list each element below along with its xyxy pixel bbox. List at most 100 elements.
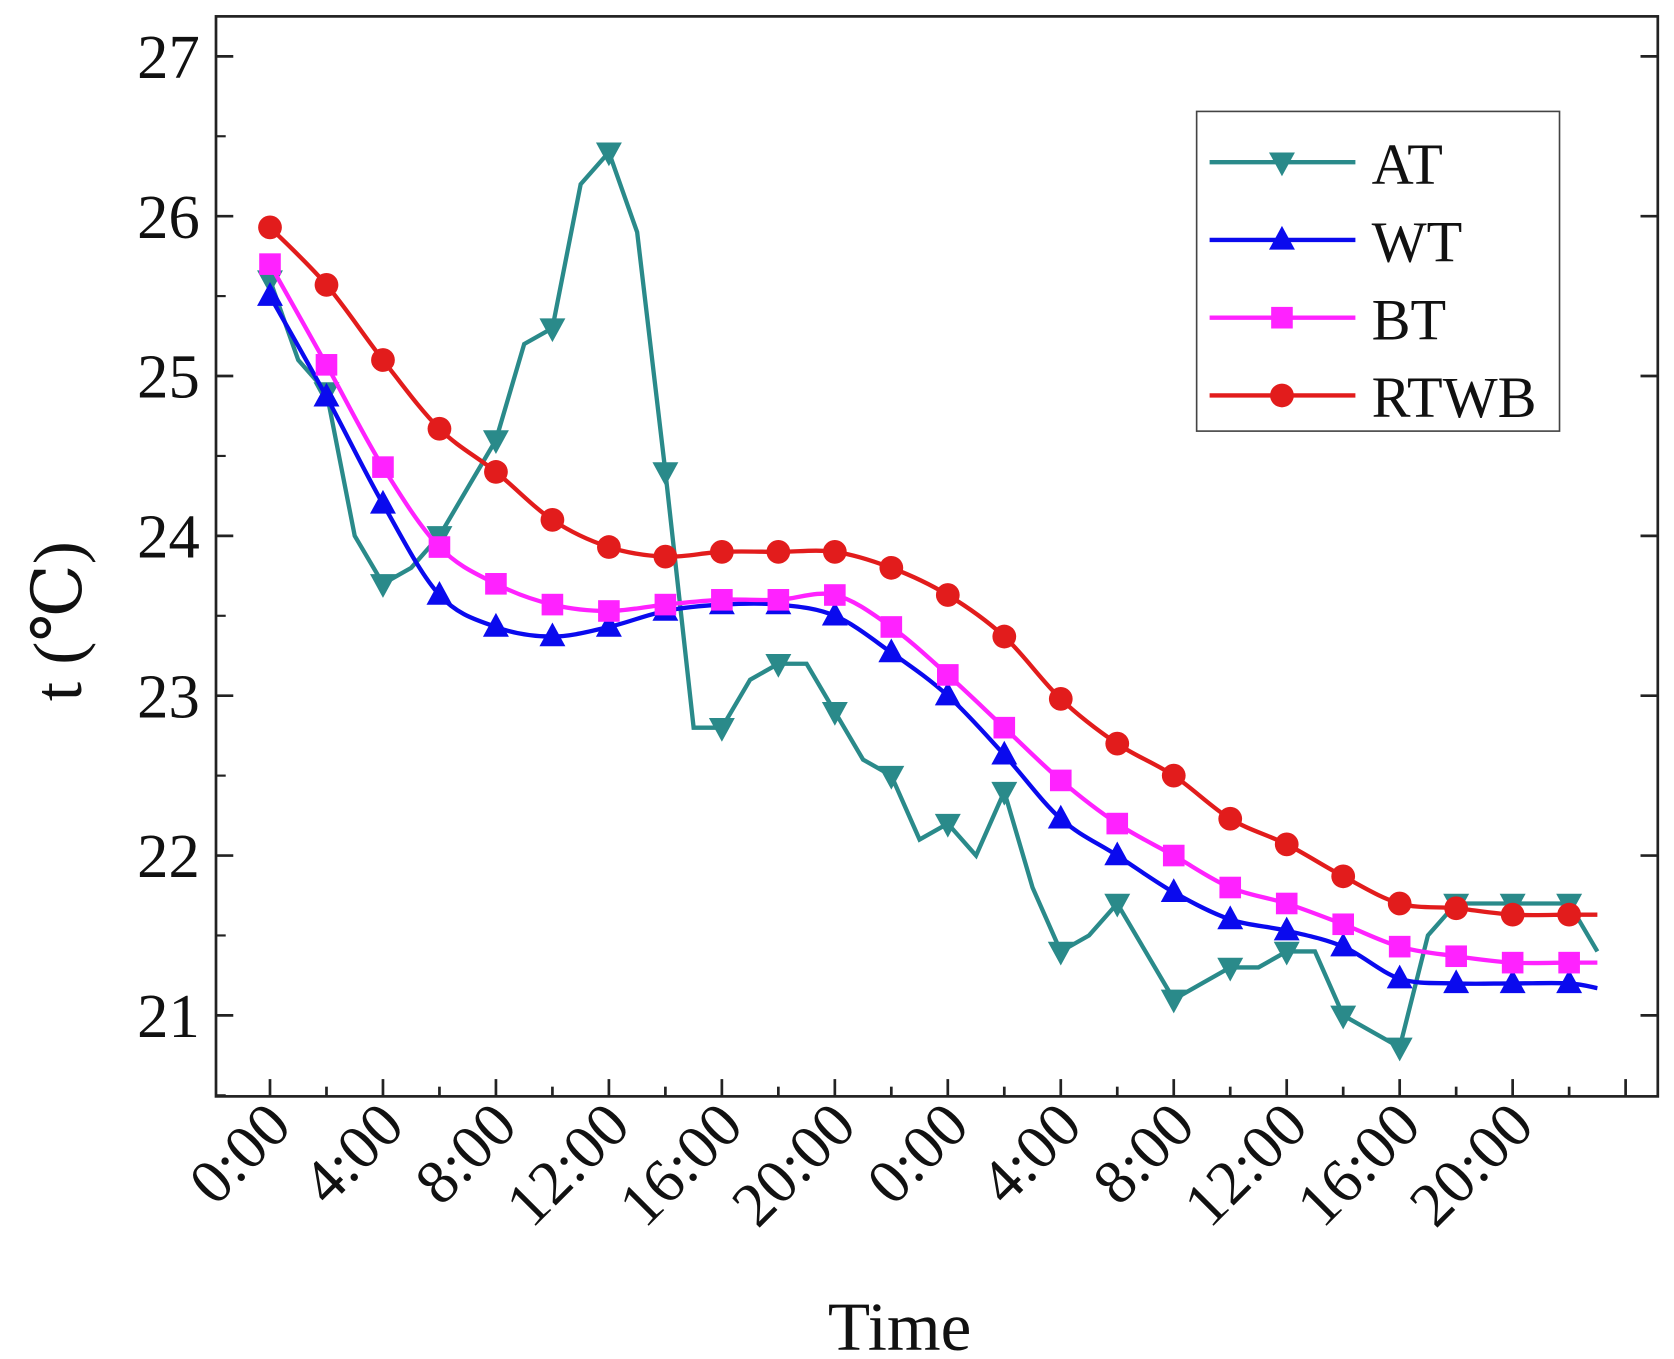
data-point-wt: [1217, 905, 1244, 930]
data-point-rtwb: [371, 348, 395, 372]
legend-marker-at: [1269, 152, 1295, 177]
x-tick-label: 12:00: [1170, 1089, 1320, 1239]
y-tick-label: 21: [137, 981, 200, 1051]
data-point-rtwb: [1500, 902, 1525, 927]
data-point-bt: [1388, 935, 1411, 958]
data-point-at: [1047, 941, 1074, 966]
data-point-at: [1217, 957, 1244, 982]
data-point-wt: [1330, 932, 1357, 957]
data-point-at: [482, 430, 509, 454]
x-tick-label: 20:00: [1396, 1089, 1546, 1239]
data-point-bt: [711, 588, 733, 611]
data-point-rtwb: [1105, 731, 1130, 756]
series-line-at: [267, 148, 1600, 1051]
legend-label-bt: BT: [1372, 287, 1447, 352]
data-point-rtwb: [1387, 891, 1412, 916]
data-point-wt: [595, 612, 622, 637]
series-line-bt: [268, 263, 1598, 966]
data-point-rtwb: [1048, 687, 1073, 711]
data-point-bt: [767, 588, 790, 611]
data-point-at: [878, 765, 905, 790]
data-point-at: [652, 462, 679, 486]
data-point-bt: [541, 593, 564, 616]
data-point-wt: [1047, 804, 1074, 829]
x-tick-label: 4:00: [288, 1089, 416, 1217]
data-point-bt: [937, 664, 959, 686]
data-point-wt: [426, 580, 453, 605]
data-point-wt: [370, 489, 396, 514]
data-point-at: [708, 717, 735, 742]
x-tick-label: 0:00: [853, 1089, 981, 1217]
y-tick-label: 27: [137, 22, 200, 92]
data-point-bt: [993, 716, 1016, 739]
data-point-rtwb: [1218, 806, 1243, 831]
data-point-wt: [1386, 964, 1413, 989]
data-point-rtwb: [597, 535, 621, 559]
y-tick-label: 25: [137, 342, 200, 412]
data-point-bt: [1275, 892, 1298, 915]
series-at: [257, 142, 1600, 1062]
data-point-rtwb: [992, 624, 1017, 649]
data-point-rtwb: [1557, 902, 1582, 927]
data-point-rtwb: [1161, 763, 1186, 788]
data-point-at: [370, 574, 396, 598]
data-point-bt: [1219, 876, 1242, 899]
y-axis-title: t (℃): [19, 541, 96, 701]
data-point-wt: [1443, 969, 1470, 994]
data-point-bt: [654, 593, 677, 616]
data-point-bt: [824, 584, 846, 606]
data-point-rtwb: [935, 583, 960, 607]
plot-frame: [214, 15, 1660, 1098]
data-point-wt: [821, 601, 848, 626]
data-point-rtwb: [314, 273, 339, 297]
x-tick-label: 4:00: [966, 1089, 1094, 1217]
data-point-bt: [598, 600, 620, 622]
data-point-at: [1330, 1005, 1357, 1030]
data-point-wt: [878, 638, 905, 663]
series-rtwb: [258, 215, 1598, 927]
data-point-wt: [257, 282, 283, 306]
y-tick-label: 22: [137, 821, 200, 891]
data-point-wt: [1499, 969, 1526, 994]
series-line-wt: [268, 295, 1598, 991]
data-point-bt: [1162, 844, 1185, 867]
data-point-wt: [1104, 841, 1131, 866]
legend-label-wt: WT: [1372, 210, 1463, 275]
data-point-at: [765, 654, 792, 678]
data-point-wt: [539, 622, 566, 647]
data-point-bt: [1332, 913, 1354, 936]
y-tick-label: 26: [137, 182, 200, 252]
data-point-at: [821, 701, 848, 726]
data-point-at: [539, 318, 566, 343]
data-point-rtwb: [822, 539, 847, 564]
data-point-bt: [372, 456, 394, 478]
data-point-at: [934, 813, 961, 838]
data-point-bt: [1445, 945, 1467, 968]
legend-marker-wt: [1269, 225, 1295, 250]
legend: AT WT BT RTWB: [1195, 110, 1561, 432]
data-point-rtwb: [879, 555, 904, 580]
legend-marker-rtwb: [1270, 383, 1294, 408]
x-axis-title: Time: [828, 1288, 971, 1359]
data-point-wt: [313, 382, 340, 407]
data-point-at: [991, 781, 1018, 806]
data-point-wt: [934, 681, 961, 706]
data-point-rtwb: [766, 539, 791, 564]
data-point-wt: [991, 740, 1018, 765]
legend-marker-bt: [1271, 306, 1293, 329]
data-point-wt: [1556, 969, 1583, 994]
data-point-wt: [1273, 916, 1300, 941]
data-point-at: [1273, 941, 1300, 966]
x-tick-label: 12:00: [492, 1089, 642, 1239]
data-point-rtwb: [653, 544, 678, 569]
x-tick-label: 0:00: [175, 1089, 303, 1217]
data-point-rtwb: [484, 460, 508, 484]
data-point-wt: [1160, 878, 1187, 903]
data-point-bt: [880, 616, 903, 638]
y-tick-label: 24: [137, 501, 200, 571]
data-point-bt: [259, 253, 281, 275]
data-point-bt: [1106, 812, 1129, 835]
x-tick-label: 20:00: [718, 1089, 868, 1239]
data-point-rtwb: [258, 215, 282, 240]
